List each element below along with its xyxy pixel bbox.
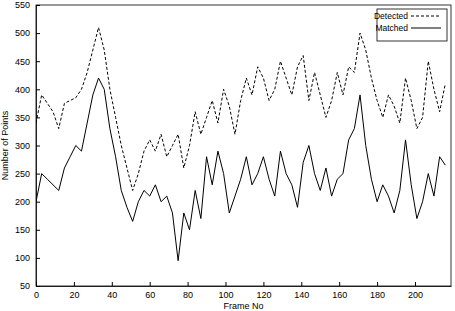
tick: 100	[218, 282, 233, 300]
tick-mark	[112, 282, 113, 286]
tick-label: 100	[15, 253, 30, 263]
tick-label: 350	[15, 113, 30, 123]
chart: 0 20 40 60 80 100 120 140 160 180 200 50 100 150 200 25…	[0, 0, 455, 311]
tick-label: 150	[15, 225, 30, 235]
tick-label: 60	[145, 290, 155, 300]
tick-label: 20	[69, 290, 79, 300]
tick-label: 0	[34, 290, 39, 300]
tick-mark	[188, 282, 189, 286]
tick-mark	[36, 258, 40, 259]
tick: 120	[256, 282, 271, 300]
legend-swatch	[411, 16, 441, 17]
y-axis: 50 100 150 200 250 300 350 400 450 500 550	[15, 0, 40, 291]
tick: 160	[332, 282, 347, 300]
tick-label: 450	[15, 57, 30, 67]
tick: 550	[15, 0, 40, 10]
tick-label: 250	[15, 169, 30, 179]
tick: 50	[20, 281, 40, 291]
tick: 400	[15, 85, 40, 95]
x-axis-title: Frame No	[223, 301, 263, 311]
tick-label: 200	[408, 290, 423, 300]
tick-mark	[36, 202, 40, 203]
tick-mark	[150, 282, 151, 286]
tick-label: 40	[107, 290, 117, 300]
tick: 140	[294, 282, 309, 300]
series-group	[36, 27, 445, 260]
tick: 180	[370, 282, 385, 300]
tick-mark	[339, 282, 340, 286]
tick-mark	[225, 282, 226, 286]
series-line	[36, 78, 445, 261]
legend-label: Matched	[375, 23, 408, 33]
tick-label: 50	[20, 281, 30, 291]
tick-label: 120	[256, 290, 271, 300]
tick-mark	[36, 146, 40, 147]
tick: 500	[15, 28, 40, 38]
tick: 150	[15, 225, 40, 235]
tick-label: 500	[15, 28, 30, 38]
tick-mark	[36, 230, 40, 231]
tick-label: 160	[332, 290, 347, 300]
tick: 80	[183, 282, 193, 300]
axis-line	[37, 286, 452, 287]
tick-mark	[74, 282, 75, 286]
tick-mark	[36, 33, 40, 34]
plot: 0 20 40 60 80 100 120 140 160 180 200 50 100 150 200 25…	[15, 0, 452, 300]
plot-frame	[36, 5, 451, 286]
series-line	[36, 27, 445, 190]
tick: 20	[69, 282, 79, 300]
x-axis: 0 20 40 60 80 100 120 140 160 180 200	[34, 282, 452, 300]
tick-label: 180	[370, 290, 385, 300]
legend-label: Detected	[374, 11, 408, 21]
legend: Detected Matched	[374, 9, 447, 41]
tick-mark	[377, 282, 378, 286]
tick-mark	[415, 282, 416, 286]
tick-mark	[36, 5, 40, 6]
y-axis-title: Number of Points	[0, 110, 10, 180]
tick-label: 300	[15, 141, 30, 151]
tick-mark	[36, 286, 40, 287]
tick-label: 80	[183, 290, 193, 300]
legend-swatch	[411, 28, 441, 29]
tick-mark	[36, 174, 40, 175]
tick-label: 100	[218, 290, 233, 300]
tick: 60	[145, 282, 155, 300]
tick-mark	[263, 282, 264, 286]
tick-label: 550	[15, 0, 30, 10]
tick-label: 140	[294, 290, 309, 300]
tick: 450	[15, 57, 40, 67]
tick-label: 200	[15, 197, 30, 207]
tick: 200	[408, 282, 423, 300]
tick: 40	[107, 282, 117, 300]
tick-mark	[36, 89, 40, 90]
tick-mark	[36, 61, 40, 62]
tick: 100	[15, 253, 40, 263]
tick-label: 400	[15, 85, 30, 95]
tick-mark	[301, 282, 302, 286]
tick: 250	[15, 169, 40, 179]
tick: 300	[15, 141, 40, 151]
